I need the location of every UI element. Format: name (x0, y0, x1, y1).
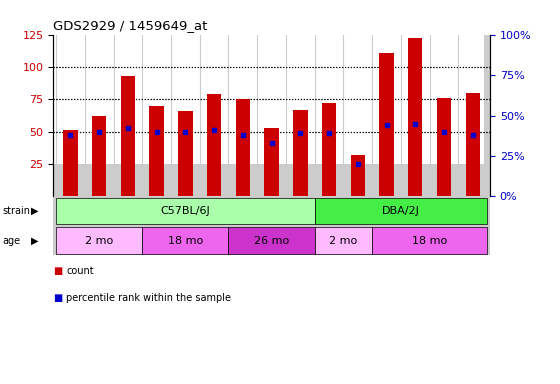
Bar (293, 110, 307, 197)
Bar (142, 227, 228, 254)
Bar (92, 116, 106, 197)
Text: 2 mo: 2 mo (85, 236, 113, 246)
Bar (178, 111, 193, 197)
Text: GDS2929 / 1459649_at: GDS2929 / 1459649_at (53, 19, 208, 32)
Text: ■: ■ (53, 266, 63, 276)
Text: 2 mo: 2 mo (329, 236, 358, 246)
Bar (465, 93, 480, 197)
Text: 26 mo: 26 mo (254, 236, 289, 246)
Bar (207, 94, 221, 197)
Text: percentile rank within the sample: percentile rank within the sample (66, 293, 231, 303)
Bar (315, 198, 487, 224)
Bar (56, 227, 142, 254)
Bar (315, 227, 372, 254)
Bar (56, 198, 315, 224)
Text: ■: ■ (53, 293, 63, 303)
Bar (150, 106, 164, 197)
Bar (63, 131, 78, 197)
Text: ▶: ▶ (31, 236, 38, 246)
Bar (322, 103, 336, 197)
Bar (379, 53, 394, 197)
Text: 18 mo: 18 mo (168, 236, 203, 246)
Text: strain: strain (3, 206, 31, 216)
Text: count: count (66, 266, 94, 276)
Bar (236, 99, 250, 197)
Bar (53, 35, 484, 164)
Bar (351, 155, 365, 197)
Text: C57BL/6J: C57BL/6J (161, 206, 210, 216)
Bar (372, 227, 487, 254)
Text: DBA/2J: DBA/2J (382, 206, 420, 216)
Text: 18 mo: 18 mo (412, 236, 447, 246)
Bar (121, 76, 135, 197)
Text: ▶: ▶ (31, 206, 38, 216)
Text: age: age (3, 236, 21, 246)
Bar (408, 38, 422, 197)
Bar (437, 98, 451, 197)
Bar (264, 128, 279, 197)
Bar (228, 227, 315, 254)
